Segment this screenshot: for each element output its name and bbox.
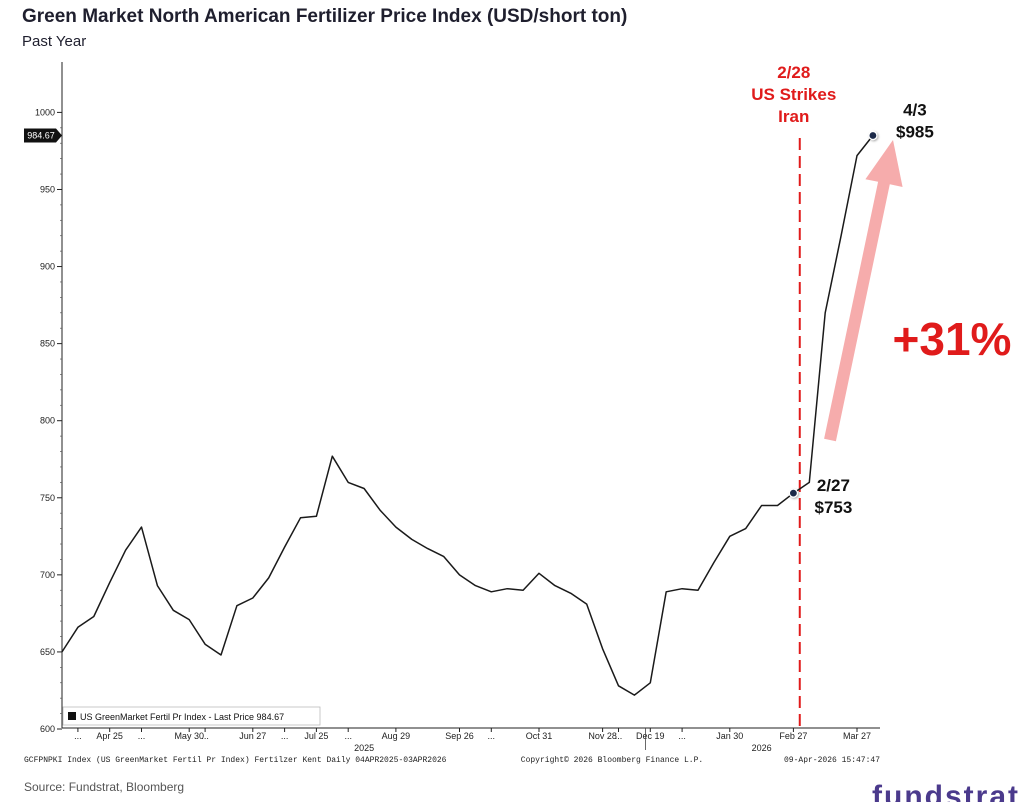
y-tick-label: 800 — [40, 416, 55, 426]
x-tick-label: ... — [201, 731, 209, 741]
x-tick-label: ... — [615, 731, 623, 741]
point-date-label: 4/3 — [903, 101, 927, 120]
x-tick-label: Apr 25 — [96, 731, 123, 741]
y-tick-label: 600 — [40, 724, 55, 734]
point-price-label: $985 — [896, 123, 934, 142]
x-tick-label: Aug 29 — [382, 731, 411, 741]
legend-box — [62, 706, 321, 726]
last-price-label: 984.67 — [27, 131, 55, 141]
event-label-line: 2/28 — [777, 63, 810, 82]
y-tick-label: 650 — [40, 647, 55, 657]
y-tick-label: 750 — [40, 493, 55, 503]
data-point-marker — [868, 130, 878, 141]
x-tick-label: ... — [138, 731, 146, 741]
last-price-tag — [24, 128, 62, 143]
x-tick-label: Nov 28 — [588, 731, 617, 741]
chart: 600 650 700 750 800 850 900 950 1000 984.67... Apr… — [24, 62, 1012, 765]
source-note: Source: Fundstrat, Bloomberg — [24, 780, 185, 794]
x-tick-label: Sep 26 — [445, 731, 474, 741]
price-line — [61, 135, 874, 696]
year-label: 2026 — [752, 743, 772, 753]
legend-swatch — [68, 712, 76, 720]
legend-label: US GreenMarket Fertil Pr Index - Last Pr… — [80, 712, 284, 722]
x-tick-label: Jun 27 — [239, 731, 266, 741]
x-tick-label: Mar 27 — [843, 731, 871, 741]
x-tick-label: Feb 27 — [779, 731, 807, 741]
x-tick-label: Oct 31 — [526, 731, 553, 741]
x-tick-label: ... — [344, 731, 352, 741]
year-label: 2025 — [354, 743, 374, 753]
x-tick-label: ... — [488, 731, 496, 741]
chart-subtitle: Past Year — [22, 33, 87, 50]
y-tick-label: 900 — [40, 262, 55, 272]
change-percent-label: +31% — [893, 313, 1012, 365]
x-tick-label: Jul 25 — [304, 731, 328, 741]
event-label-line: Iran — [778, 107, 809, 126]
x-tick-label: Dec 19 — [636, 731, 665, 741]
y-tick-label: 700 — [40, 570, 55, 580]
brand-logo: fundstrat — [872, 782, 1020, 802]
y-tick-label: 1000 — [35, 107, 55, 117]
footer-timestamp: 09-Apr-2026 15:47:47 — [784, 756, 880, 765]
footer-copyright: Copyright© 2026 Bloomberg Finance L.P. — [521, 756, 703, 765]
y-tick-label: 950 — [40, 184, 55, 194]
x-tick-label: ... — [74, 731, 82, 741]
point-price-label: $753 — [814, 498, 852, 517]
y-tick-label: 850 — [40, 339, 55, 349]
footer-index-description: GCFPNPKI Index (US GreenMarket Fertil Pr… — [24, 756, 447, 765]
x-tick-label: May 30 — [174, 731, 204, 741]
event-label-line: US Strikes — [751, 85, 836, 104]
point-date-label: 2/27 — [817, 476, 850, 495]
x-tick-label: ... — [281, 731, 289, 741]
change-arrow — [824, 140, 903, 442]
chart-title: Green Market North American Fertilizer P… — [22, 6, 628, 27]
data-point-marker — [788, 488, 799, 498]
x-tick-label: Jan 30 — [716, 731, 743, 741]
x-tick-label: ... — [678, 731, 686, 741]
